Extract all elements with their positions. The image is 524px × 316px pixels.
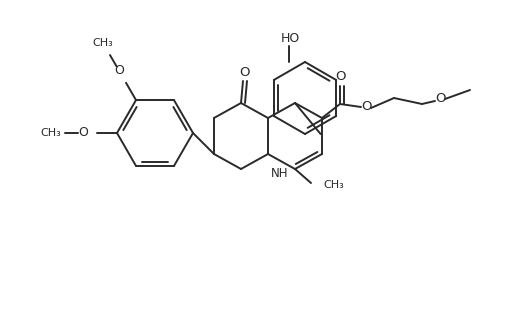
Text: HO: HO bbox=[281, 32, 300, 45]
Text: CH₃: CH₃ bbox=[93, 38, 113, 48]
Text: O: O bbox=[78, 126, 88, 139]
Text: CH₃: CH₃ bbox=[323, 180, 344, 190]
Text: O: O bbox=[240, 65, 250, 78]
Text: NH: NH bbox=[271, 167, 288, 180]
Text: O: O bbox=[114, 64, 124, 77]
Text: CH₃: CH₃ bbox=[41, 128, 61, 138]
Text: O: O bbox=[435, 92, 445, 105]
Text: O: O bbox=[336, 70, 346, 83]
Text: O: O bbox=[361, 100, 371, 112]
